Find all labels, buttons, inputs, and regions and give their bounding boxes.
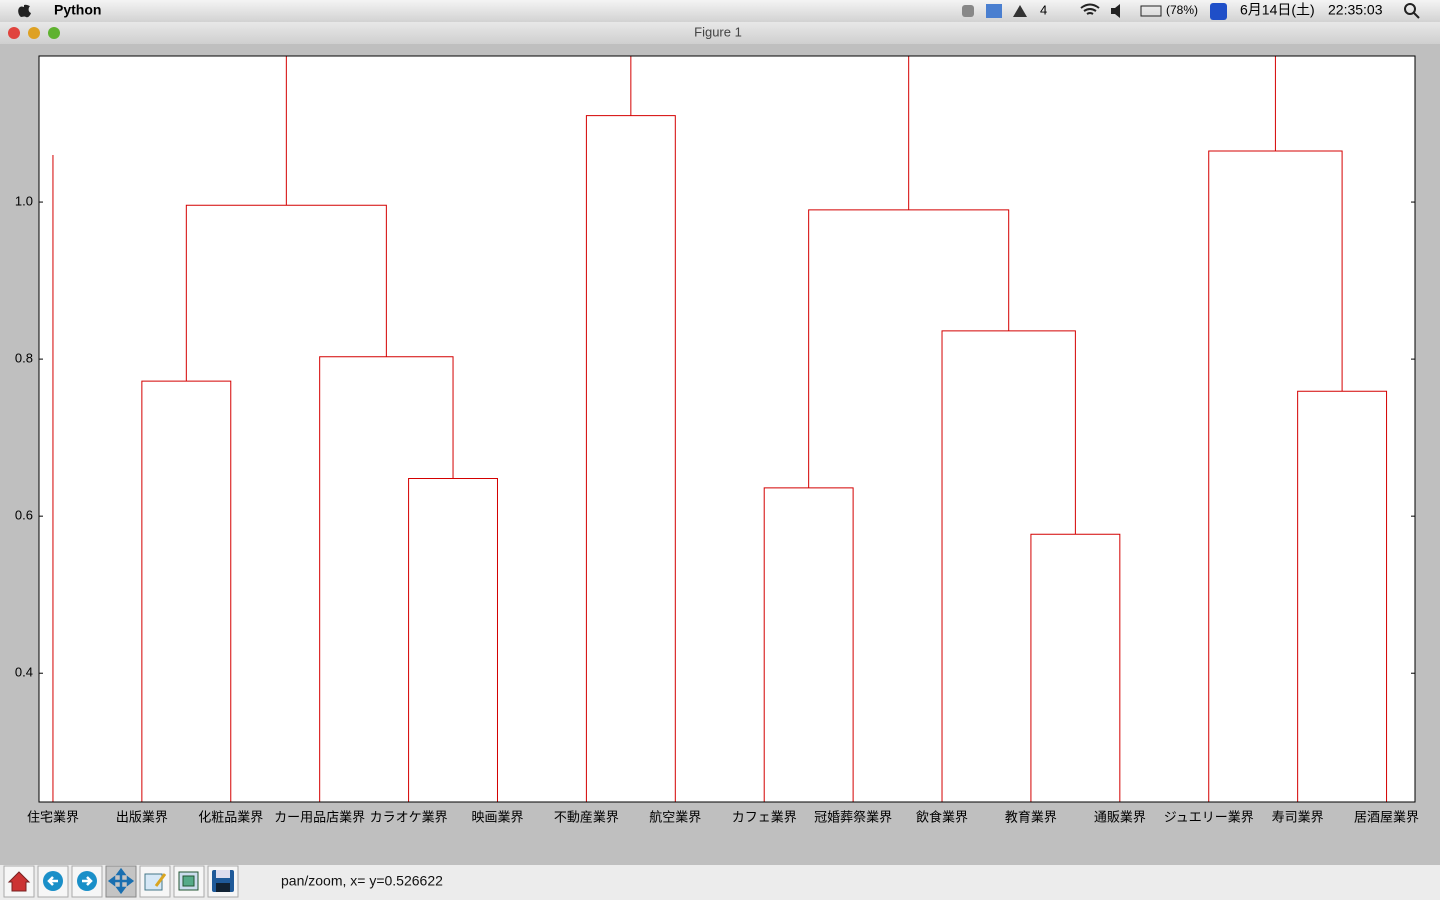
apple-menu[interactable] [18,4,31,18]
axes-frame [38,55,1416,803]
dendrogram-link [408,477,498,802]
y-tick-label: 0.6 [15,508,33,523]
plot-area [52,56,1388,802]
y-tick-label: 0.8 [15,351,33,366]
status-message: pan/zoom, x= y=0.526622 [281,873,443,889]
spotlight-handle [1413,12,1420,19]
y-tick-label: 1.0 [15,193,33,208]
leaf-label: 教育業界 [1005,809,1057,824]
dendrogram-link [141,380,232,802]
leaf-label: 通販業界 [1094,809,1146,824]
minimize-button[interactable] [28,27,40,39]
toolbar [0,865,1440,900]
leaf-label: 飲食業界 [916,809,968,824]
leaf-label: 映画業界 [471,809,523,824]
leaf-label: ジュエリー業界 [1164,809,1254,824]
notification-icon[interactable] [962,5,974,17]
dendrogram-link [808,209,1010,488]
leaf-label: カラオケ業界 [370,809,448,824]
close-button[interactable] [8,27,20,39]
clock[interactable]: 22:35:03 [1328,2,1383,18]
dendrogram-link [319,356,454,802]
drive-icon[interactable] [1013,5,1027,17]
menu-bar [0,0,1440,22]
toolbar-buttons [3,865,239,898]
input-method[interactable] [1210,3,1227,20]
leaf-label: カフェ業界 [732,809,797,824]
dropbox-icon[interactable] [986,4,1002,18]
dendrogram-link [1208,150,1343,802]
y-tick-label: 0.4 [15,665,33,680]
battery-percent[interactable]: (78%) [1166,3,1198,17]
leaf-label: 航空業界 [649,809,701,824]
leaf-label: 冠婚葬祭業界 [814,809,892,824]
window-title: Figure 1 [694,24,742,39]
volume-icon[interactable] [1111,4,1120,18]
dendrogram-link [763,487,854,802]
zoom-button[interactable] [48,27,60,39]
leaf-label: 出版業界 [116,809,168,824]
leaf-label: 居酒屋業界 [1354,809,1419,824]
status-indicator[interactable]: 4 [1040,2,1047,17]
leaf-label: 住宅業界 [27,809,79,824]
battery-icon[interactable] [1140,5,1162,17]
app-name[interactable]: Python [54,2,101,18]
leaf-label: 不動産業界 [554,809,619,824]
leaf-label: カー用品店業界 [274,809,365,824]
leaf-label: 化粧品業界 [198,809,263,824]
axes [39,56,1415,802]
spotlight[interactable] [1404,3,1416,15]
title-bar [0,22,1440,44]
wifi-icon[interactable] [1080,3,1100,15]
date[interactable]: 6月14日(土) [1240,2,1315,18]
leaf-label: 寿司業界 [1272,809,1324,824]
